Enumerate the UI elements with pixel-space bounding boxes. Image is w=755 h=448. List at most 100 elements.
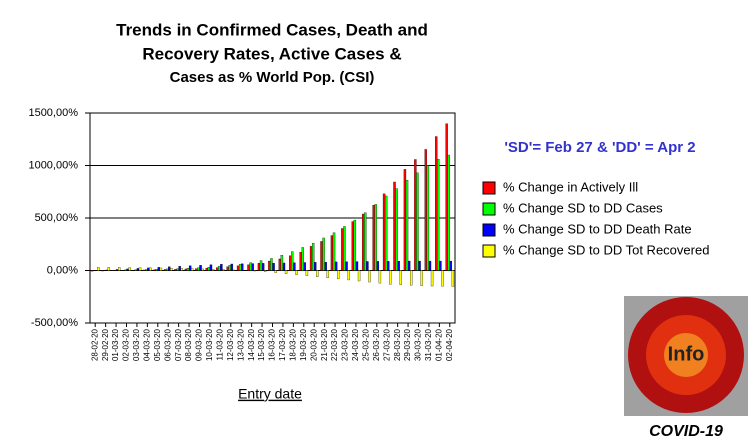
bar	[304, 263, 306, 271]
bar	[118, 267, 120, 270]
logo-text: Info	[668, 343, 705, 365]
x-tick-label: 28-03-20	[393, 328, 402, 361]
y-tick-label: 500,00%	[35, 212, 79, 224]
bar	[362, 214, 364, 270]
bar	[229, 265, 231, 270]
bar	[354, 220, 356, 270]
bar	[439, 261, 441, 270]
bar	[377, 261, 379, 270]
bar	[448, 155, 450, 271]
bar	[419, 261, 421, 270]
bar	[200, 265, 202, 270]
x-tick-label: 23-03-20	[341, 328, 350, 361]
bar	[323, 238, 325, 271]
x-tick-label: 03-03-20	[132, 328, 141, 361]
bar	[177, 269, 179, 271]
bar	[247, 265, 249, 271]
x-tick-label: 17-03-20	[278, 328, 287, 361]
chart-title: Recovery Rates, Active Cases &	[142, 44, 401, 63]
bar	[166, 269, 168, 271]
bar	[145, 269, 147, 270]
x-tick-label: 01-04-20	[434, 328, 443, 361]
x-tick-label: 10-03-20	[205, 328, 214, 361]
bar	[293, 263, 295, 271]
bar	[250, 263, 252, 271]
bar	[149, 268, 151, 271]
bar	[356, 262, 358, 271]
bar	[91, 271, 93, 272]
x-tick-label: 04-03-20	[142, 328, 151, 361]
bar	[164, 269, 166, 270]
bar	[202, 269, 204, 271]
bar	[222, 269, 224, 270]
bar	[331, 236, 333, 271]
x-tick-label: 09-03-20	[195, 328, 204, 361]
x-tick-label: 05-03-20	[153, 328, 162, 361]
y-tick-label: 1500,00%	[28, 107, 78, 119]
bar	[154, 270, 156, 271]
bar	[139, 268, 141, 271]
x-tick-label: 30-03-20	[414, 328, 423, 361]
bar	[400, 271, 402, 285]
bar	[158, 267, 160, 270]
x-tick-label: 26-03-20	[372, 328, 381, 361]
x-tick-label: 24-03-20	[351, 328, 360, 361]
bar	[260, 261, 262, 271]
bar	[306, 271, 308, 276]
bar	[335, 262, 337, 271]
bar	[108, 267, 110, 270]
bar	[101, 271, 103, 272]
bar	[387, 261, 389, 270]
x-tick-label: 01-03-20	[111, 328, 120, 361]
bar	[187, 268, 189, 270]
x-tick-label: 13-03-20	[236, 328, 245, 361]
bar	[216, 268, 218, 271]
x-tick-label: 15-03-20	[257, 328, 266, 361]
bar	[124, 270, 126, 271]
bar	[295, 271, 297, 275]
bar	[312, 243, 314, 270]
bar	[368, 271, 370, 283]
x-tick-label: 16-03-20	[268, 328, 277, 361]
bar	[302, 247, 304, 270]
bar	[346, 262, 348, 271]
bar	[147, 268, 149, 271]
legend-label: % Change SD to DD Death Rate	[503, 221, 692, 236]
bar	[396, 189, 398, 271]
bar	[116, 269, 118, 270]
bar	[450, 261, 452, 270]
bar	[227, 267, 229, 271]
bar	[427, 166, 429, 271]
bar	[393, 182, 395, 271]
bar	[264, 271, 266, 272]
bar	[185, 269, 187, 271]
bar	[366, 261, 368, 270]
bar	[189, 266, 191, 271]
bar	[408, 261, 410, 270]
bar	[273, 263, 275, 270]
bar	[385, 196, 387, 271]
bar	[416, 173, 418, 271]
legend-label: % Change SD to DD Cases	[503, 200, 663, 215]
bar	[435, 137, 437, 271]
legend-swatch	[483, 224, 495, 236]
chart-subtitle: Cases as % World Pop. (CSI)	[170, 69, 375, 86]
bar	[358, 271, 360, 282]
bar	[268, 261, 270, 270]
x-tick-label: 25-03-20	[361, 328, 370, 361]
bar	[218, 266, 220, 270]
bar	[210, 265, 212, 271]
bar	[106, 270, 108, 271]
bar	[127, 269, 129, 271]
bar	[383, 194, 385, 271]
bar	[325, 262, 327, 270]
x-tick-label: 22-03-20	[330, 328, 339, 361]
bar	[237, 266, 239, 271]
y-tick-label: 0,00%	[47, 264, 78, 276]
bar	[160, 268, 162, 271]
bar	[431, 271, 433, 287]
bar	[452, 271, 454, 287]
bar	[410, 271, 412, 286]
bar	[135, 270, 137, 271]
x-tick-label: 21-03-20	[320, 328, 329, 361]
